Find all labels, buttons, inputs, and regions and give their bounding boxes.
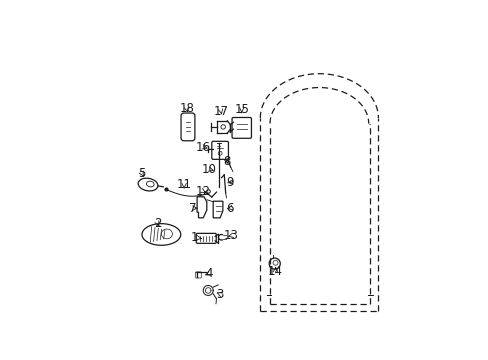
- Text: 9: 9: [226, 176, 234, 189]
- Text: 17: 17: [213, 105, 228, 118]
- Text: 5: 5: [138, 167, 145, 180]
- Text: 11: 11: [176, 178, 191, 191]
- Text: 2: 2: [154, 217, 161, 230]
- Text: 14: 14: [267, 265, 283, 278]
- Text: 6: 6: [225, 202, 233, 215]
- Text: 3: 3: [216, 288, 224, 301]
- Text: 7: 7: [188, 202, 197, 215]
- Text: 16: 16: [196, 141, 210, 154]
- Text: 12: 12: [196, 185, 210, 198]
- Text: 8: 8: [223, 154, 230, 167]
- Text: 15: 15: [234, 103, 249, 116]
- Text: 4: 4: [205, 267, 213, 280]
- Text: 1: 1: [190, 231, 201, 244]
- Text: 18: 18: [179, 102, 194, 116]
- Text: 10: 10: [202, 163, 217, 176]
- Text: 13: 13: [223, 229, 238, 242]
